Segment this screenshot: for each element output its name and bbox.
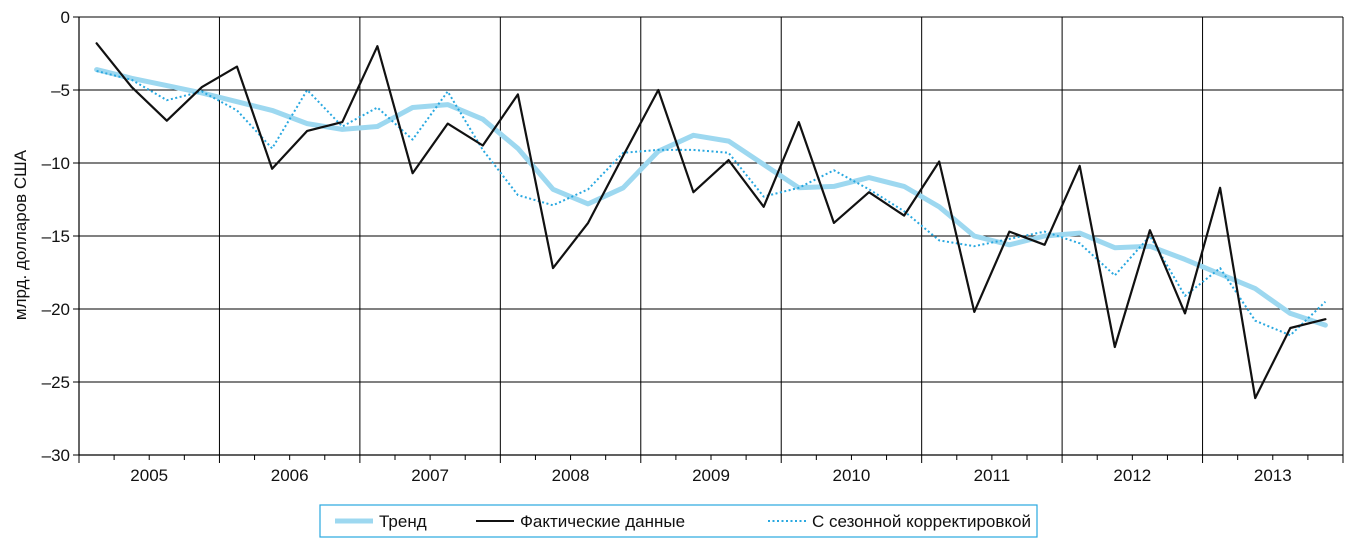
legend-label-trend: Тренд — [379, 512, 427, 531]
x-tick-label: 2009 — [692, 466, 730, 485]
y-tick-label: 0 — [61, 8, 70, 27]
y-tick-label: –20 — [42, 300, 70, 319]
series-layer — [94, 42, 1328, 400]
y-tick-label: –25 — [42, 373, 70, 392]
series-line-actual — [95, 42, 1327, 400]
x-tick-label: 2007 — [411, 466, 449, 485]
series-line-trend — [94, 67, 1328, 328]
legend: Тренд Фактические данные С сезонной корр… — [319, 504, 1038, 538]
x-tick-label: 2006 — [271, 466, 309, 485]
label-layer: 0 –5 –10 –15 –20 –25 –30 2005 2006 2007 2008 2009 20… — [42, 8, 1292, 485]
grid-layer — [78, 16, 1344, 456]
x-tick-label: 2012 — [1113, 466, 1151, 485]
legend-label-actual: Фактические данные — [520, 512, 685, 531]
x-tick-label: 2005 — [130, 466, 168, 485]
legend-box — [319, 504, 1038, 538]
x-tick-label: 2011 — [974, 466, 1011, 485]
y-axis-title: млрд. долларов США — [11, 149, 30, 320]
y-tick-label: –15 — [42, 227, 70, 246]
x-tick-label: 2010 — [833, 466, 871, 485]
x-tick-label: 2008 — [552, 466, 590, 485]
y-tick-label: –5 — [51, 81, 70, 100]
y-tick-label: –10 — [42, 154, 70, 173]
legend-label-seasonal: С сезонной корректировкой — [812, 512, 1031, 531]
axes-layer — [73, 16, 1344, 463]
series-line-seasonal — [96, 70, 1327, 337]
x-tick-label: 2013 — [1254, 466, 1292, 485]
y-tick-label: –30 — [42, 446, 70, 465]
